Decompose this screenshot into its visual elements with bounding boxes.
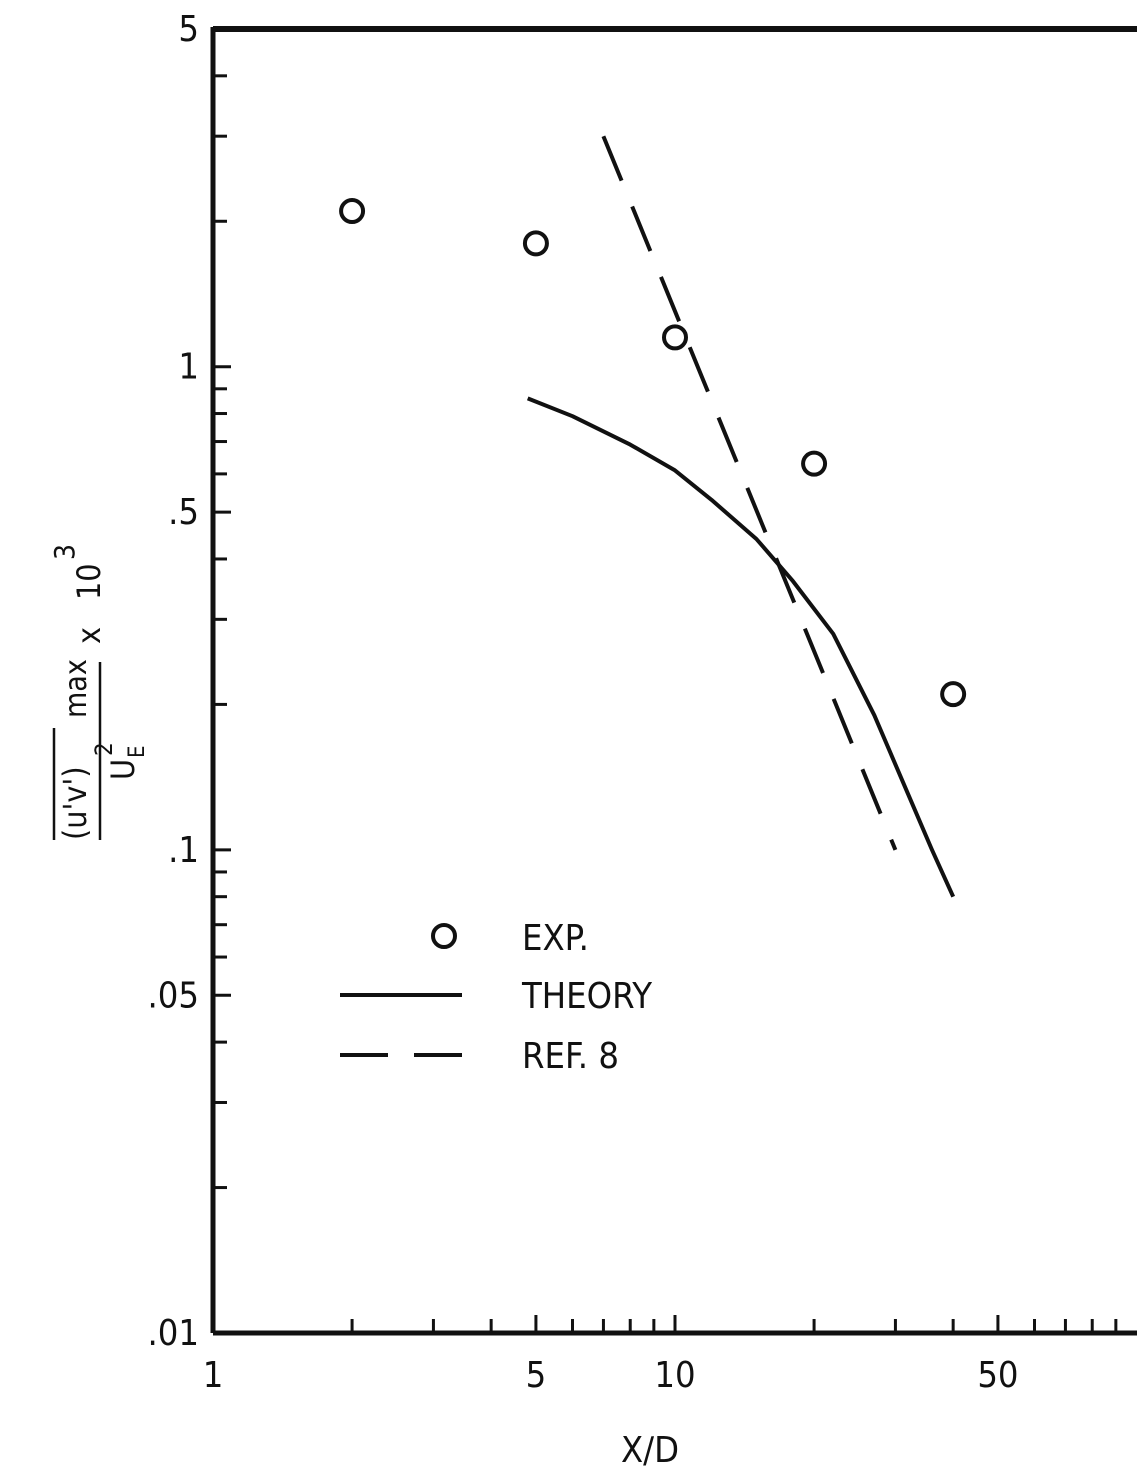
- y-label-denominator-superscript: 2: [90, 742, 118, 756]
- x-tick-label: 5: [526, 1355, 547, 1396]
- x-ticks: 1 5 10 50: [203, 1315, 1118, 1396]
- legend-exp-marker: [431, 923, 457, 949]
- y-tick-label: 5: [178, 9, 199, 50]
- series-layer: [339, 135, 967, 898]
- legend-exp-label: EXP.: [522, 918, 589, 959]
- y-label-numerator: (u'v'): [56, 766, 94, 840]
- exp-data-point: [339, 198, 366, 225]
- x-axis-title: X/D: [621, 1430, 679, 1471]
- legend-theory-label: THEORY: [521, 976, 652, 1017]
- y-tick-label: .1: [168, 830, 199, 871]
- y-ticks: 5 1 .5 .1 .05 .01: [148, 9, 231, 1354]
- y-axis-title: (u'v') max U E 2 x 10 3: [48, 544, 150, 840]
- y-tick-label: 1: [178, 347, 199, 388]
- y-tick-label: .01: [148, 1313, 200, 1354]
- y-label-denominator: U: [104, 759, 142, 780]
- exp-data-point: [940, 681, 967, 708]
- exp-data-point: [801, 450, 828, 477]
- y-label-power-exponent: 3: [48, 544, 81, 560]
- y-label-power-base: 10: [70, 563, 108, 600]
- y-label-numerator-subscript: max: [59, 659, 94, 718]
- theory-curve: [526, 396, 956, 898]
- exp-data-point: [522, 230, 549, 257]
- x-tick-label: 50: [977, 1355, 1018, 1396]
- y-label-denominator-subscript: E: [125, 745, 150, 758]
- exp-data-point: [662, 324, 688, 351]
- x-tick-label: 1: [203, 1355, 224, 1396]
- legend: EXP. THEORY REF. 8: [340, 918, 652, 1077]
- ref8-dashed-line: [601, 135, 898, 851]
- x-tick-label: 10: [654, 1355, 695, 1396]
- y-label-multiplier: x: [70, 627, 108, 644]
- y-tick-label: .05: [148, 975, 200, 1016]
- y-tick-label: .5: [168, 492, 199, 533]
- legend-ref8-label: REF. 8: [522, 1036, 619, 1077]
